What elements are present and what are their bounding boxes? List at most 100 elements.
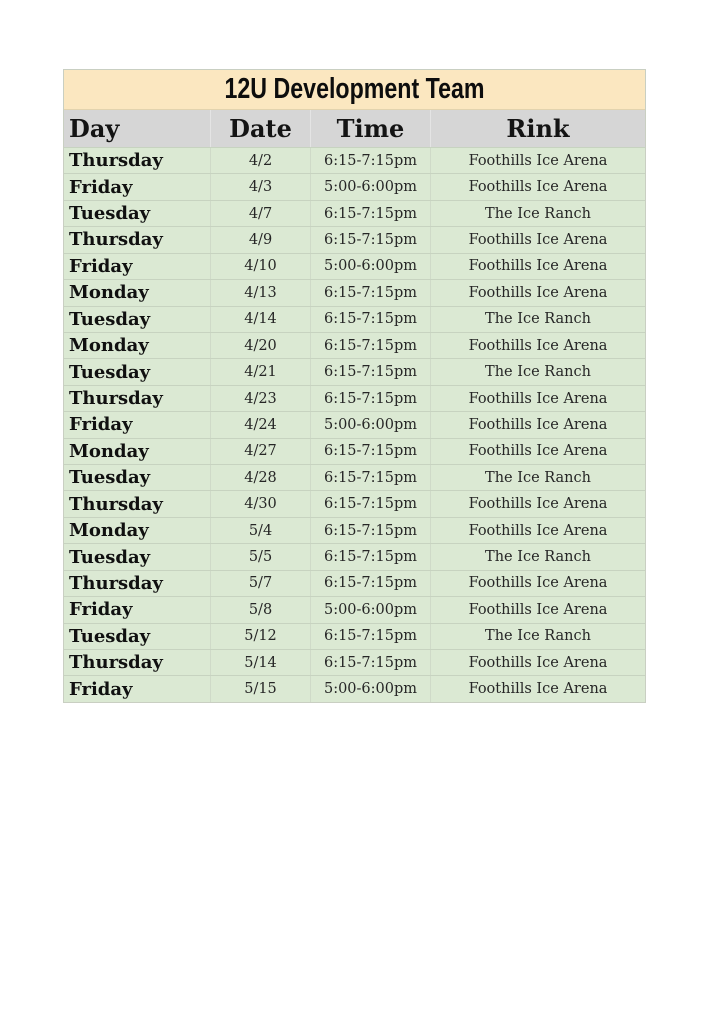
cell-time: 5:00-6:00pm (310, 174, 430, 200)
table-row: Tuesday 4/14 6:15-7:15pm The Ice Ranch (64, 305, 645, 332)
table-row: Tuesday 5/12 6:15-7:15pm The Ice Ranch (64, 622, 645, 650)
table-row: Tuesday 5/5 6:15-7:15pm The Ice Ranch (64, 543, 645, 570)
table-row: Tuesday 4/28 6:15-7:15pm The Ice Ranch (64, 464, 645, 491)
cell-day: Tuesday (69, 625, 151, 647)
cell-day: Monday (69, 282, 149, 304)
cell-rink: The Ice Ranch (430, 359, 645, 385)
cell-date: 4/28 (210, 465, 310, 491)
table-row: Thursday 5/7 6:15-7:15pm Foothills Ice Aren… (64, 569, 645, 597)
cell-date: 4/2 (210, 148, 310, 174)
table-row: Monday 4/20 6:15-7:15pm Foothills Ice Arena (64, 331, 645, 359)
cell-day: Thursday (69, 652, 163, 674)
cell-date: 4/7 (210, 200, 310, 227)
cell-rink: Foothills Ice Arena (430, 597, 645, 623)
schedule-table: 12U Development Team Day Date Time Rink … (63, 69, 646, 703)
cell-day: Tuesday (69, 546, 151, 568)
cell-date: 5/12 (210, 623, 310, 650)
cell-time: 6:15-7:15pm (310, 227, 430, 253)
table-row: Tuesday 4/7 6:15-7:15pm The Ice Ranch (64, 199, 645, 227)
cell-time: 5:00-6:00pm (310, 676, 430, 702)
cell-day: Friday (69, 599, 133, 621)
cell-rink: Foothills Ice Arena (430, 491, 645, 517)
cell-day: Monday (69, 440, 149, 462)
cell-time: 6:15-7:15pm (310, 465, 430, 491)
table-header-row: Day Date Time Rink (64, 110, 645, 147)
cell-date: 5/14 (210, 650, 310, 676)
column-header-date: Date (210, 110, 310, 147)
cell-day: Tuesday (69, 308, 151, 330)
cell-date: 4/13 (210, 280, 310, 306)
table-row: Friday 4/3 5:00-6:00pm Foothills Ice Arena (64, 173, 645, 200)
cell-time: 6:15-7:15pm (310, 385, 430, 412)
cell-date: 5/5 (210, 544, 310, 570)
table-row: Thursday 4/2 6:15-7:15pm Foothills Ice Aren… (64, 147, 645, 174)
cell-day: Friday (69, 414, 133, 436)
cell-day: Friday (69, 176, 133, 198)
cell-time: 6:15-7:15pm (310, 200, 430, 227)
cell-rink: Foothills Ice Arena (430, 517, 645, 544)
cell-date: 4/20 (210, 332, 310, 359)
cell-day: Thursday (69, 150, 163, 172)
cell-day: Monday (69, 520, 149, 542)
table-row: Thursday 5/14 6:15-7:15pm Foothills Ice Are… (64, 649, 645, 676)
cell-rink: Foothills Ice Arena (430, 650, 645, 676)
cell-rink: Foothills Ice Arena (430, 227, 645, 253)
cell-rink: Foothills Ice Arena (430, 438, 645, 465)
cell-date: 4/3 (210, 174, 310, 200)
cell-day: Thursday (69, 388, 163, 409)
cell-time: 6:15-7:15pm (310, 517, 430, 544)
cell-time: 6:15-7:15pm (310, 570, 430, 597)
table-row: Friday 5/15 5:00-6:00pm Foothills Ice Arena (64, 675, 645, 702)
table-title-band: 12U Development Team (64, 70, 645, 110)
cell-rink: The Ice Ranch (430, 306, 645, 332)
cell-day: Tuesday (69, 467, 151, 489)
cell-time: 6:15-7:15pm (310, 491, 430, 517)
cell-day: Tuesday (69, 203, 151, 225)
table-row: Friday 4/24 5:00-6:00pm Foothills Ice Arena (64, 411, 645, 438)
cell-rink: The Ice Ranch (430, 200, 645, 227)
cell-time: 6:15-7:15pm (310, 306, 430, 332)
cell-day: Friday (69, 255, 133, 277)
cell-time: 6:15-7:15pm (310, 148, 430, 174)
cell-date: 4/27 (210, 438, 310, 465)
cell-time: 5:00-6:00pm (310, 253, 430, 280)
cell-date: 5/8 (210, 597, 310, 623)
cell-rink: Foothills Ice Arena (430, 412, 645, 438)
cell-day: Thursday (69, 572, 163, 594)
column-header-rink: Rink (430, 110, 645, 147)
table-row: Thursday 4/30 6:15-7:15pm Foothills Ice Are… (64, 490, 645, 517)
cell-rink: Foothills Ice Arena (430, 253, 645, 280)
table-row: Friday 5/8 5:00-6:00pm Foothills Ice Arena (64, 596, 645, 623)
cell-day: Thursday (69, 493, 163, 515)
table-title: 12U Development Team (224, 73, 485, 105)
cell-day: Monday (69, 335, 149, 357)
cell-time: 5:00-6:00pm (310, 412, 430, 438)
table-row: Monday 4/13 6:15-7:15pm Foothills Ice Arena (64, 279, 645, 306)
cell-date: 4/21 (210, 359, 310, 385)
cell-date: 4/30 (210, 491, 310, 517)
table-row: Monday 5/4 6:15-7:15pm Foothills Ice Arena (64, 516, 645, 544)
cell-date: 4/24 (210, 412, 310, 438)
cell-time: 6:15-7:15pm (310, 280, 430, 306)
cell-time: 6:15-7:15pm (310, 438, 430, 465)
table-row: Friday 4/10 5:00-6:00pm Foothills Ice Arena (64, 252, 645, 280)
table-body: Thursday 4/2 6:15-7:15pm Foothills Ice Aren… (64, 147, 645, 702)
cell-date: 4/14 (210, 306, 310, 332)
cell-rink: The Ice Ranch (430, 465, 645, 491)
cell-rink: The Ice Ranch (430, 623, 645, 650)
cell-rink: The Ice Ranch (430, 544, 645, 570)
cell-time: 5:00-6:00pm (310, 597, 430, 623)
cell-day: Tuesday (69, 361, 151, 383)
cell-time: 6:15-7:15pm (310, 623, 430, 650)
cell-rink: Foothills Ice Arena (430, 148, 645, 174)
cell-rink: Foothills Ice Arena (430, 676, 645, 702)
cell-day: Thursday (69, 229, 163, 251)
cell-date: 5/7 (210, 570, 310, 597)
cell-rink: Foothills Ice Arena (430, 174, 645, 200)
cell-date: 4/9 (210, 227, 310, 253)
cell-date: 4/10 (210, 253, 310, 280)
cell-day: Friday (69, 678, 133, 700)
column-header-day: Day (69, 114, 120, 143)
cell-date: 5/15 (210, 676, 310, 702)
table-row: Tuesday 4/21 6:15-7:15pm The Ice Ranch (64, 358, 645, 385)
